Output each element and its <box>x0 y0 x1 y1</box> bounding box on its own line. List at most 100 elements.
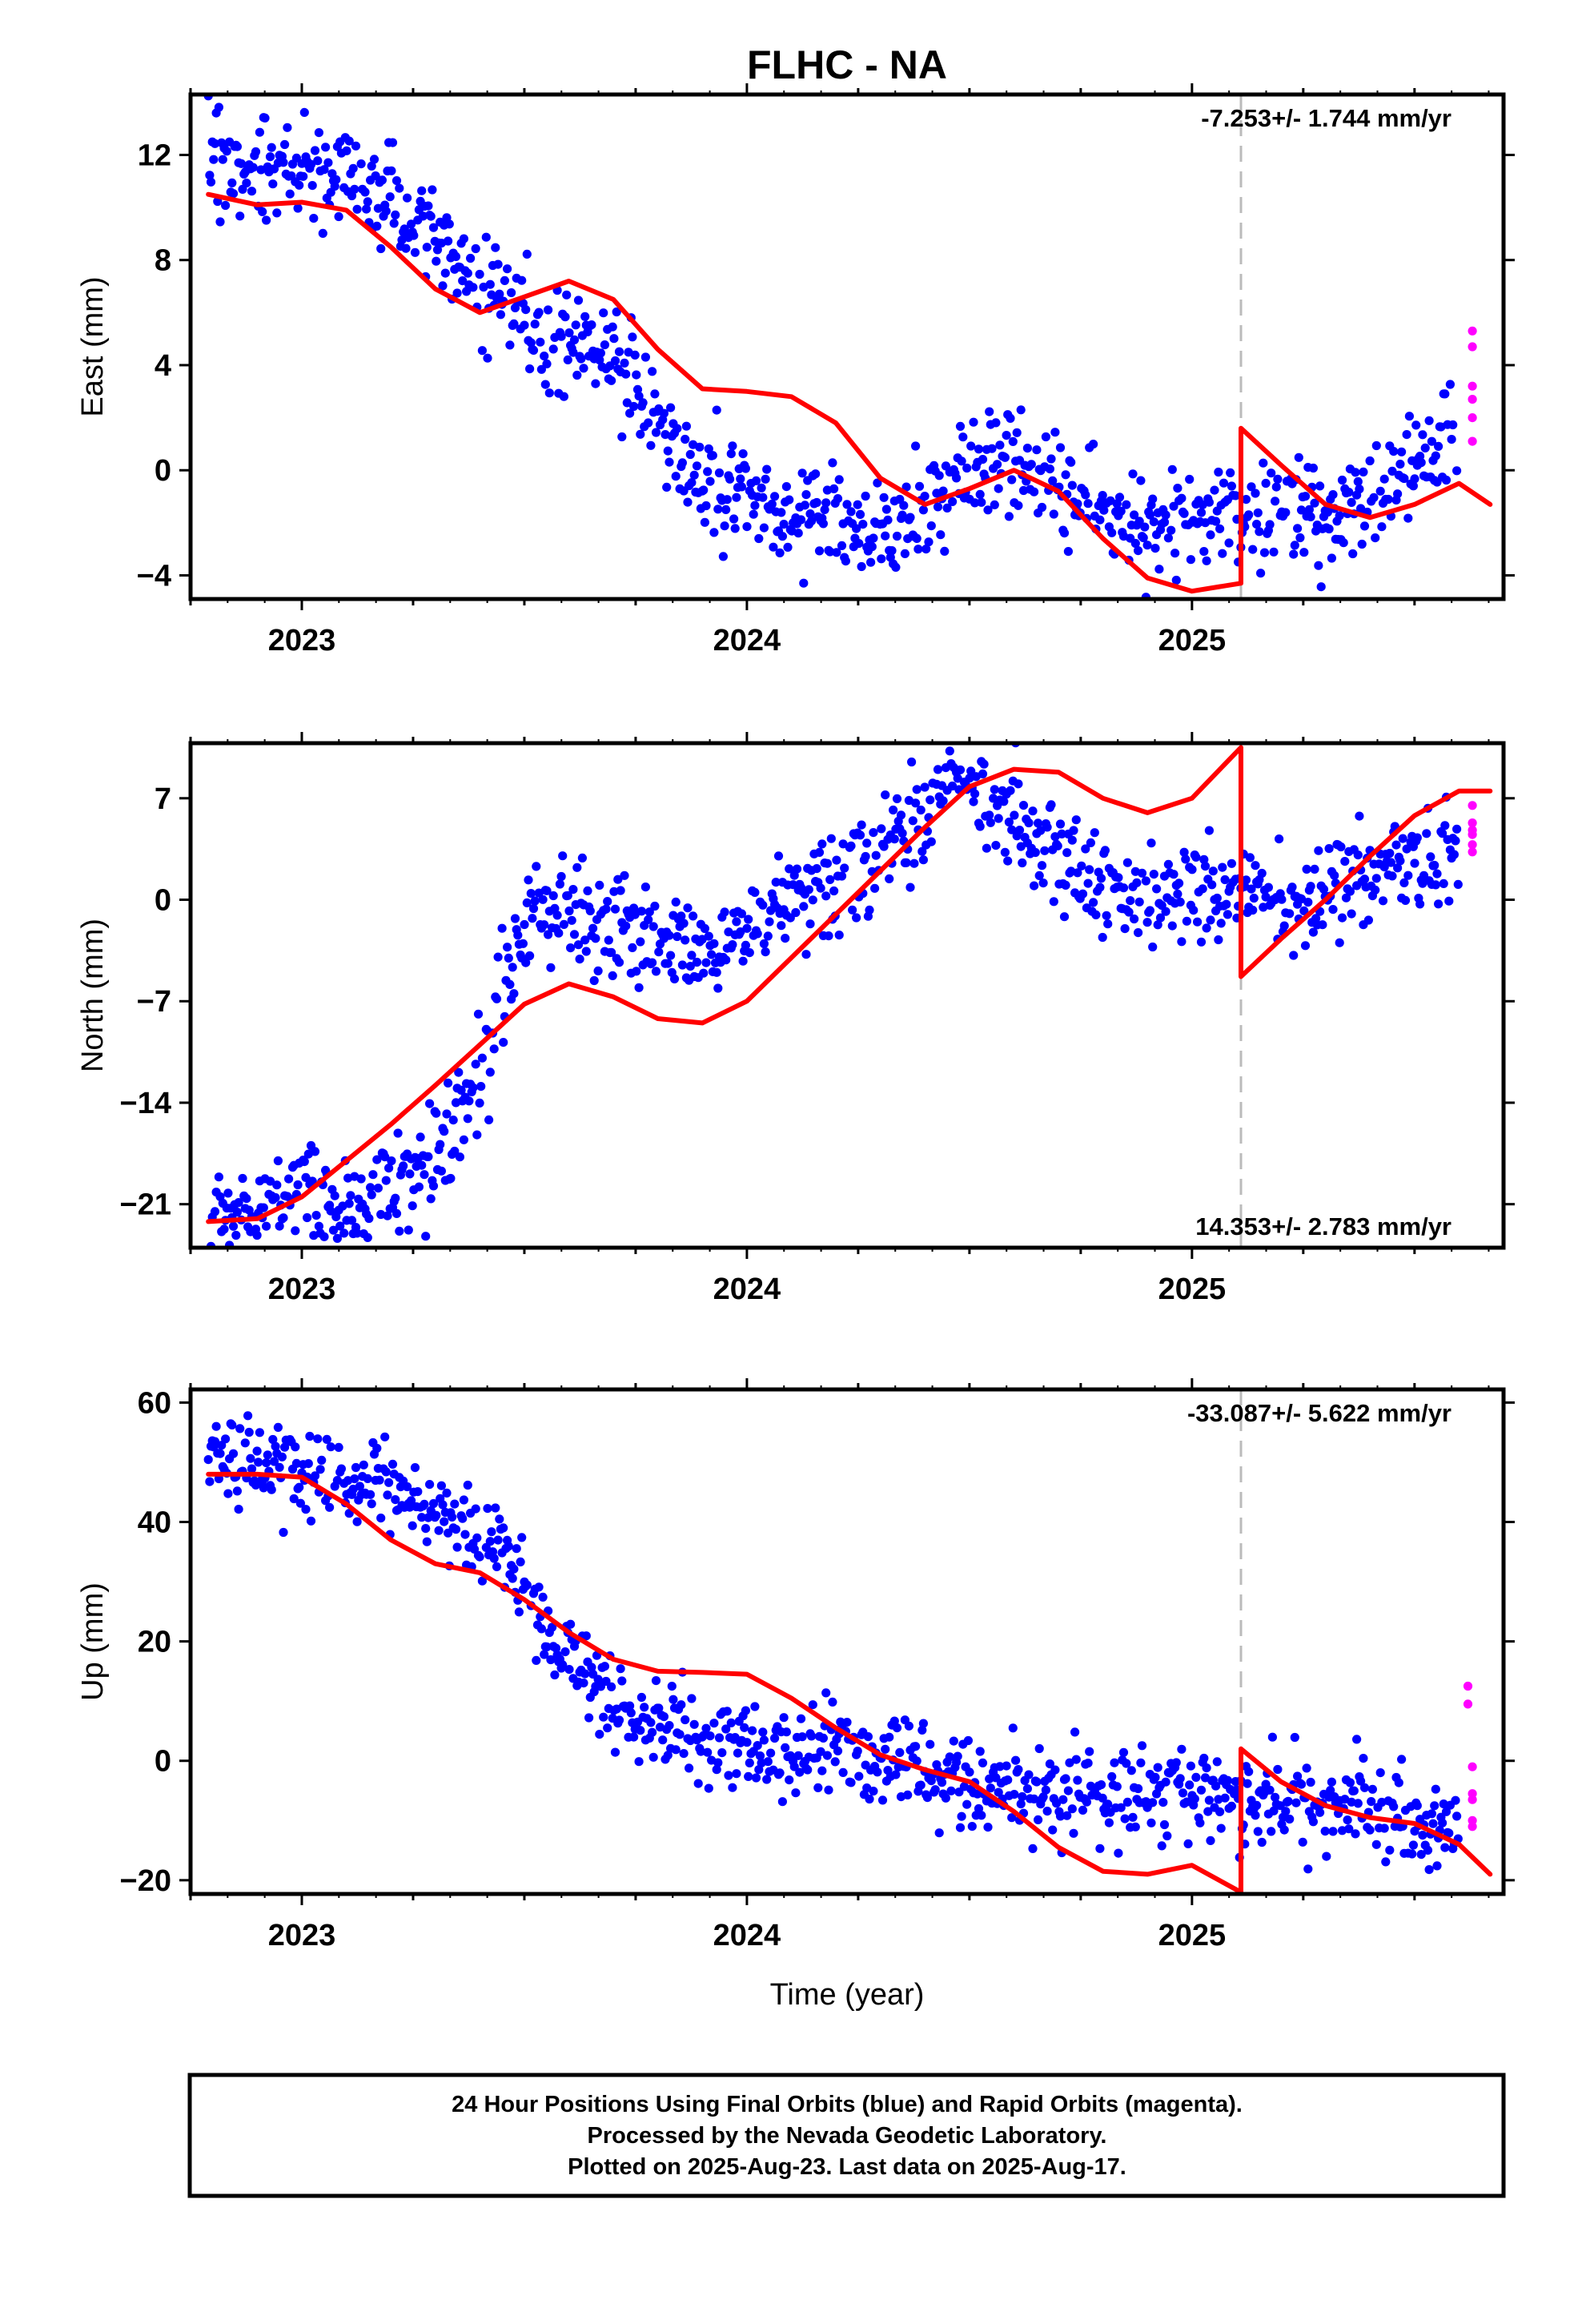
final-orbit-point <box>593 1675 603 1684</box>
final-orbit-point <box>612 307 621 317</box>
final-orbit-point <box>1148 494 1158 504</box>
rapid-orbit-point <box>1468 1762 1477 1771</box>
final-orbit-point <box>393 1128 403 1138</box>
final-orbit-point <box>1428 1819 1438 1828</box>
final-orbit-point <box>1319 884 1329 894</box>
final-orbit-point <box>948 781 958 791</box>
final-orbit-point <box>1096 874 1106 883</box>
final-orbit-point <box>1095 1844 1105 1853</box>
final-orbit-point <box>953 774 962 783</box>
final-orbit-point <box>916 805 926 815</box>
final-orbit-point <box>685 449 695 460</box>
final-orbit-point <box>417 186 427 195</box>
final-orbit-point <box>1142 541 1152 550</box>
final-orbit-point <box>671 1745 681 1755</box>
final-orbit-point <box>1289 549 1299 559</box>
final-orbit-point <box>681 421 692 431</box>
final-orbit-point <box>471 1059 480 1069</box>
final-orbit-point <box>1310 498 1319 508</box>
final-orbit-point <box>1445 380 1455 389</box>
final-orbit-point <box>1243 1779 1252 1788</box>
final-orbit-point <box>1299 548 1309 557</box>
final-orbit-point <box>1257 1837 1267 1848</box>
final-orbit-point <box>651 428 661 437</box>
final-orbit-point <box>651 1676 661 1686</box>
final-orbit-point <box>413 1487 423 1497</box>
final-orbit-point <box>485 1068 495 1077</box>
final-orbit-point <box>679 1749 689 1759</box>
final-orbit-point <box>1159 1819 1170 1830</box>
final-orbit-point <box>1014 501 1023 510</box>
final-orbit-point <box>475 269 484 279</box>
final-orbit-point <box>870 883 880 893</box>
final-orbit-point <box>505 340 515 350</box>
final-orbit-point <box>1440 821 1450 830</box>
final-orbit-point <box>1285 1814 1295 1824</box>
final-orbit-point <box>428 223 439 232</box>
final-orbit-point <box>785 864 794 874</box>
final-orbit-point <box>1452 1811 1462 1821</box>
final-orbit-point <box>1251 861 1260 870</box>
final-orbit-point <box>556 871 566 882</box>
final-orbit-point <box>503 943 512 952</box>
final-orbit-point <box>463 1480 472 1490</box>
final-orbit-point <box>1348 549 1358 559</box>
final-orbit-point <box>1083 879 1093 888</box>
final-orbit-point <box>917 846 927 856</box>
final-orbit-point <box>887 546 897 556</box>
final-orbit-point <box>814 546 825 556</box>
final-orbit-point <box>513 931 523 940</box>
final-orbit-point <box>336 1464 346 1474</box>
final-orbit-point <box>600 340 610 350</box>
final-orbit-point <box>1112 1782 1122 1791</box>
caption-box: 24 Hour Positions Using Final Orbits (bl… <box>187 2073 1506 2198</box>
final-orbit-point <box>493 1535 503 1545</box>
final-orbit-point <box>803 1765 813 1775</box>
final-orbit-point <box>384 1164 394 1173</box>
final-orbit-point <box>1427 1809 1436 1819</box>
final-orbit-point <box>1335 511 1344 521</box>
final-orbit-point <box>770 1733 780 1743</box>
final-orbit-point <box>1055 443 1066 452</box>
final-orbit-point <box>426 1194 436 1204</box>
final-orbit-point <box>408 1201 417 1211</box>
final-orbit-point <box>828 1697 837 1707</box>
final-orbit-point <box>247 1464 257 1474</box>
final-orbit-point <box>1066 457 1076 467</box>
final-orbit-point <box>1163 533 1173 543</box>
final-orbit-point <box>1148 1798 1158 1807</box>
final-orbit-point <box>646 1718 656 1727</box>
final-orbit-point <box>272 208 282 218</box>
final-orbit-point <box>821 891 831 901</box>
final-orbit-point <box>1128 1812 1138 1822</box>
panel-frame <box>188 92 1506 601</box>
final-orbit-point <box>742 923 752 933</box>
final-orbit-point <box>601 904 611 914</box>
final-orbit-point <box>387 1459 398 1469</box>
final-orbit-point <box>748 1726 757 1735</box>
final-orbit-point <box>1196 508 1207 517</box>
final-orbit-point <box>1302 1763 1311 1773</box>
final-orbit-point <box>517 1533 527 1542</box>
final-orbit-point <box>1134 517 1144 526</box>
final-orbit-point <box>648 958 657 967</box>
final-orbit-point <box>1152 884 1162 894</box>
final-orbit-point <box>305 1431 315 1441</box>
final-orbit-point <box>215 1449 225 1458</box>
final-orbit-point <box>317 1455 327 1465</box>
final-orbit-point <box>1114 493 1125 502</box>
final-orbit-point <box>528 345 539 355</box>
final-orbit-point <box>1067 480 1077 490</box>
final-orbit-point <box>761 474 770 484</box>
final-orbit-point <box>528 903 539 914</box>
final-orbit-point <box>721 955 731 965</box>
final-orbit-point <box>556 332 566 341</box>
final-orbit-point <box>622 398 632 408</box>
final-orbit-point <box>918 855 928 865</box>
final-orbit-point <box>673 931 682 942</box>
final-orbit-point <box>1257 868 1267 879</box>
final-orbit-point <box>1100 846 1110 855</box>
final-orbit-point <box>371 171 380 181</box>
x-tick-label: 2024 <box>713 1273 781 1306</box>
final-orbit-point <box>389 219 399 228</box>
